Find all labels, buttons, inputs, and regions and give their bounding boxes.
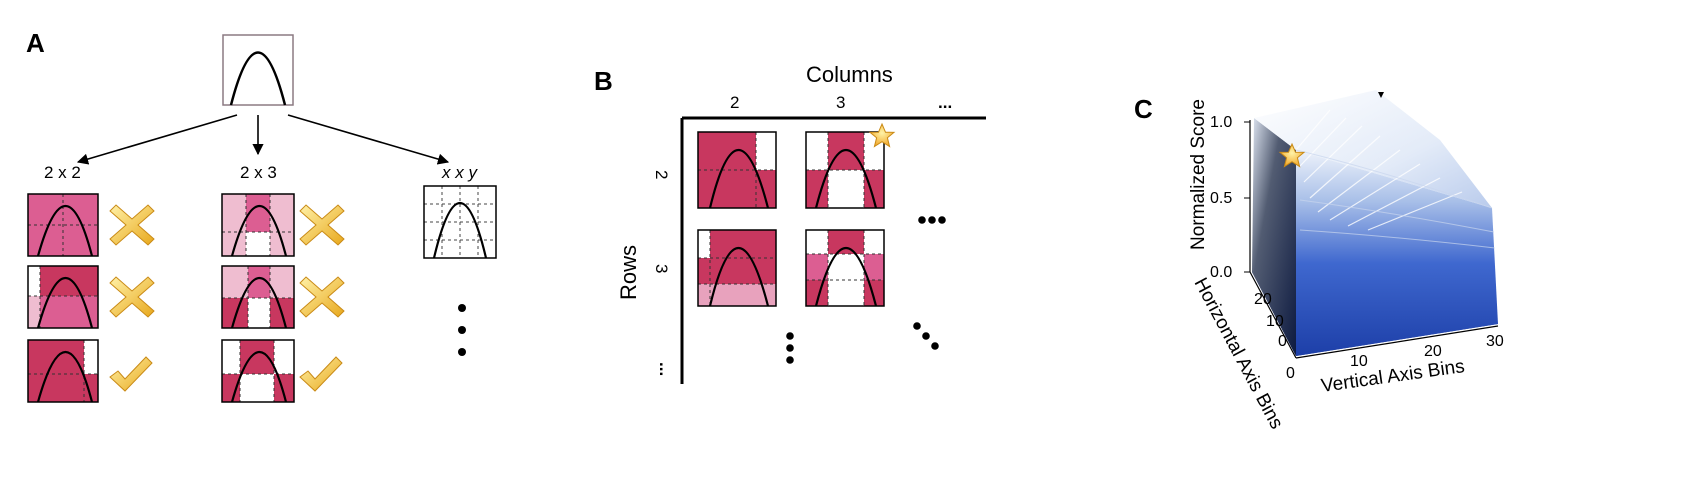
arrow-to-2x2 xyxy=(76,114,238,165)
cross-icon xyxy=(299,276,345,318)
z-tick-05: 0.5 xyxy=(1210,190,1232,207)
y-tick-20: 20 xyxy=(1254,291,1272,308)
x-axis xyxy=(1295,325,1499,359)
panel-letter-c: C xyxy=(1134,94,1153,124)
ellipsis-dots xyxy=(458,304,466,356)
y-tick-10: 10 xyxy=(1266,313,1284,330)
caption-2x3: 2 x 3 xyxy=(240,163,277,182)
cell-3-3 xyxy=(805,229,885,307)
column-label-3: 3 xyxy=(836,93,845,112)
column-label-ellipsis: ... xyxy=(938,93,952,112)
caption-2x2: 2 x 2 xyxy=(44,163,81,182)
x-tick-20: 20 xyxy=(1424,343,1442,360)
score-surface xyxy=(1252,90,1498,356)
z-axis-label: Normalized Score xyxy=(1188,99,1209,250)
cross-icon xyxy=(109,204,155,246)
panel-letter-b: B xyxy=(594,66,613,96)
y-axis xyxy=(1249,271,1297,359)
grid-2x2-row1 xyxy=(27,193,99,257)
panel-c: C xyxy=(1134,90,1504,433)
check-icon xyxy=(299,356,343,392)
grid-2x3-row3 xyxy=(221,339,295,403)
ellipsis-dots xyxy=(786,216,946,364)
columns-title: Columns xyxy=(806,62,893,87)
row-label-2: 2 xyxy=(652,170,671,179)
z-tick-1: 1.0 xyxy=(1210,114,1232,131)
panel-a: A 2 x 2 2 x 3 x x y xyxy=(26,28,497,403)
x-tick-0: 0 xyxy=(1286,365,1295,382)
grid-2x2-row3 xyxy=(27,339,99,403)
grid-2x3-row2 xyxy=(221,265,295,329)
arrow-to-xxy xyxy=(287,114,450,165)
cell-3-2 xyxy=(697,229,777,307)
rows-title: Rows xyxy=(616,245,641,300)
panel-b: B Columns 2 3 ... Rows 2 3 ... xyxy=(594,62,986,384)
cell-2-2 xyxy=(697,131,777,209)
grid-xxy xyxy=(423,185,497,259)
caption-xxy: x x y xyxy=(441,163,478,182)
grid-2x3-row1 xyxy=(221,193,295,257)
grid-2x2-row2 xyxy=(27,265,99,329)
x-tick-10: 10 xyxy=(1350,353,1368,370)
y-tick-0: 0 xyxy=(1278,333,1287,350)
row-label-ellipsis: ... xyxy=(656,362,675,376)
check-icon xyxy=(109,356,153,392)
cross-icon xyxy=(109,276,155,318)
x-tick-30: 30 xyxy=(1486,333,1504,350)
cross-icon xyxy=(299,204,345,246)
row-label-3: 3 xyxy=(652,264,671,273)
column-label-2: 2 xyxy=(730,93,739,112)
cell-2-3 xyxy=(805,131,885,209)
z-tick-0: 0.0 xyxy=(1210,264,1232,281)
x-axis-label: Vertical Axis Bins xyxy=(1320,356,1466,397)
source-curve-box xyxy=(222,34,294,106)
panel-letter-a: A xyxy=(26,28,45,58)
